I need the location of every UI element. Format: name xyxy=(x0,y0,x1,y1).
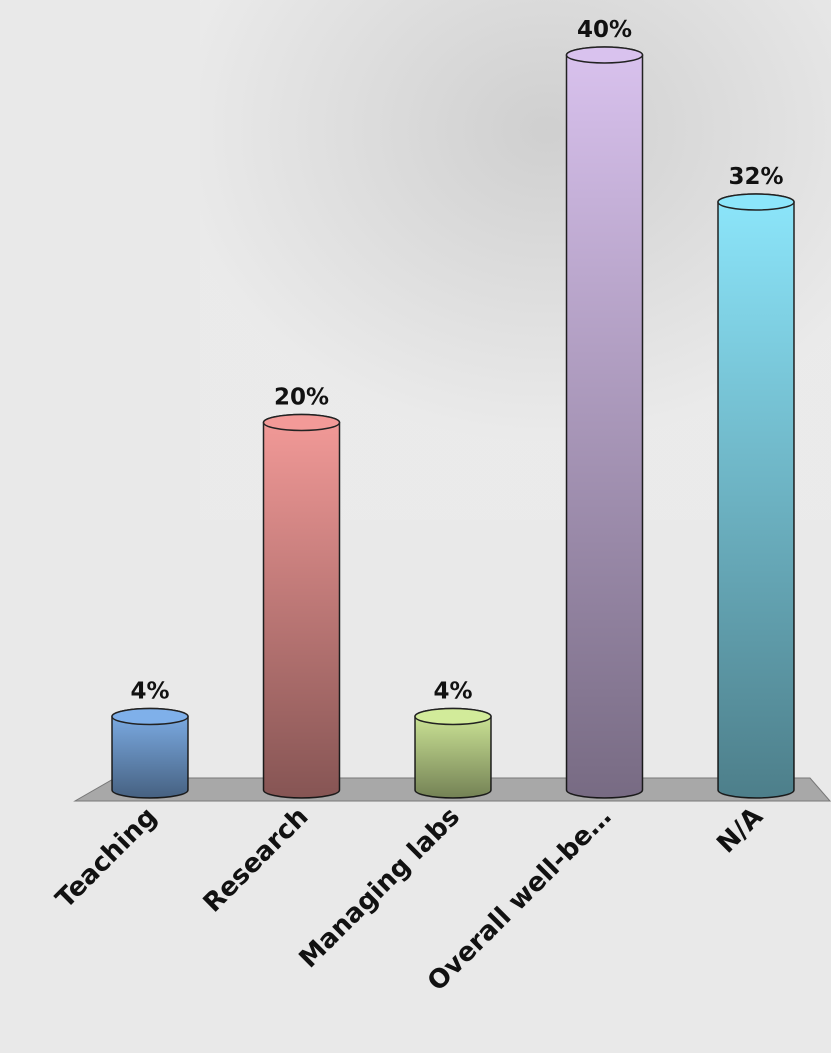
value-label: 4% xyxy=(130,679,169,705)
bar-cap xyxy=(111,707,189,726)
bar xyxy=(717,193,795,799)
bar-cap xyxy=(717,193,795,211)
bar xyxy=(262,413,341,799)
value-label: 32% xyxy=(728,164,783,190)
bar-cap xyxy=(262,413,341,432)
value-label: 4% xyxy=(433,679,472,705)
bar-cap xyxy=(414,707,492,726)
bar-cap xyxy=(565,46,644,64)
value-label: 20% xyxy=(274,385,329,411)
value-label: 40% xyxy=(577,17,632,43)
bar xyxy=(565,46,644,799)
